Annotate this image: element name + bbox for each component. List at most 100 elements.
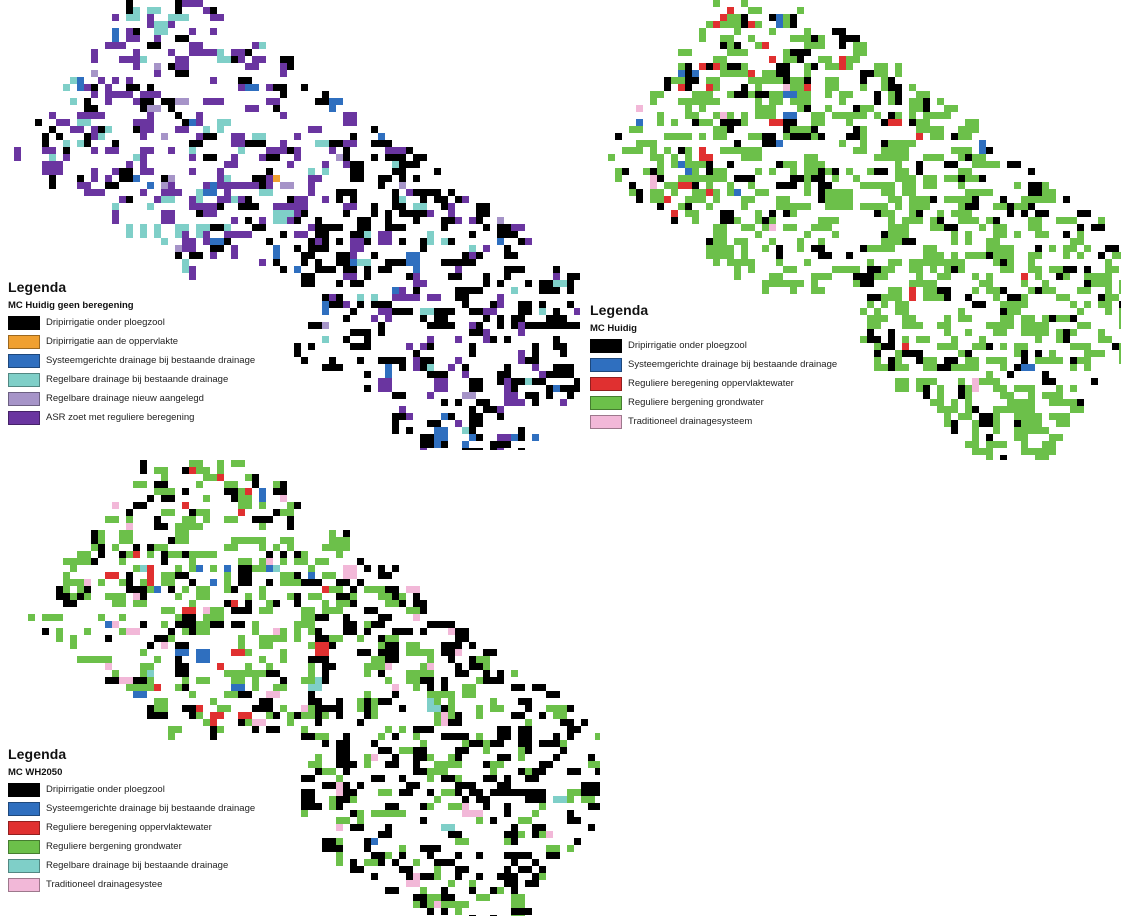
map-cell xyxy=(343,530,350,537)
map-cell xyxy=(273,544,280,551)
map-cell xyxy=(930,266,937,273)
map-cell xyxy=(238,488,245,495)
map-cell xyxy=(881,182,895,196)
map-cell xyxy=(916,119,930,126)
legend-title: Legenda xyxy=(590,302,649,318)
map-cell xyxy=(140,91,147,98)
map-cell xyxy=(63,558,77,565)
map-cell xyxy=(196,586,210,600)
map-cell xyxy=(301,614,315,628)
legend-swatch xyxy=(8,877,40,892)
map-cell xyxy=(490,301,497,308)
map-cell xyxy=(371,705,378,712)
map-cell xyxy=(63,147,70,154)
legend-swatch xyxy=(8,315,40,330)
map-cell xyxy=(322,322,329,329)
map-cell xyxy=(273,259,280,266)
map-cell xyxy=(266,238,273,245)
map-cell xyxy=(238,635,245,649)
map-cell xyxy=(1000,196,1007,203)
map-cell xyxy=(259,175,266,189)
map-cell xyxy=(406,413,413,420)
map-cell xyxy=(532,824,546,831)
map-cell xyxy=(182,14,189,21)
map-cell xyxy=(511,824,518,838)
map-cell xyxy=(91,84,98,91)
legend-item: Reguliere beregening oppervlaktewater xyxy=(8,820,255,835)
map-cell xyxy=(567,817,581,824)
map-cell xyxy=(804,77,811,84)
map-cell xyxy=(350,133,357,140)
map-cell xyxy=(224,691,238,698)
map-cell xyxy=(441,308,448,315)
map-cell xyxy=(364,621,371,628)
map-cell xyxy=(364,231,371,238)
map-cell xyxy=(846,252,853,259)
map-cell xyxy=(469,308,483,315)
map-cell xyxy=(769,168,776,175)
map-cell xyxy=(357,817,364,824)
map-cell xyxy=(364,663,371,670)
map-cell xyxy=(783,112,797,119)
map-cell xyxy=(455,628,469,635)
map-cell xyxy=(182,259,189,273)
legend-item: Dripirrigatie onder ploegzool xyxy=(8,782,255,797)
map-cell xyxy=(266,691,280,698)
map-cell xyxy=(567,845,574,852)
legend-mc-huidig: Legenda MC Huidig Dripirrigatie onder pl… xyxy=(590,302,837,429)
legend-item: Dripirrigatie onder ploegzool xyxy=(590,338,837,353)
map-cell xyxy=(511,789,525,796)
map-cell xyxy=(671,210,678,217)
map-cell xyxy=(336,600,350,607)
map-cell xyxy=(434,371,448,378)
legend-label: Systeemgerichte drainage bij bestaande d… xyxy=(46,803,256,814)
map-cell xyxy=(678,203,685,210)
map-cell xyxy=(210,551,217,558)
map-cell xyxy=(364,607,378,614)
map-cell xyxy=(1014,182,1021,189)
map-cell xyxy=(874,182,881,189)
map-cell xyxy=(378,301,392,308)
map-cell xyxy=(657,154,664,161)
map-cell xyxy=(769,273,783,280)
map-cell xyxy=(881,266,888,280)
map-cell xyxy=(259,635,273,649)
map-cell xyxy=(119,600,126,607)
map-cell xyxy=(839,140,846,147)
map-cell xyxy=(643,168,650,175)
map-cell xyxy=(203,98,217,105)
map-cell xyxy=(860,203,867,210)
map-cell xyxy=(427,343,434,350)
map-cell xyxy=(441,621,455,628)
map-cell xyxy=(804,70,811,77)
map-cell xyxy=(147,586,154,593)
map-cell xyxy=(126,509,133,516)
map-cell xyxy=(1035,210,1049,217)
map-cell xyxy=(762,245,769,252)
map-cell xyxy=(70,635,77,642)
map-cell xyxy=(979,140,986,154)
map-cell xyxy=(692,161,706,168)
map-cell xyxy=(588,803,595,810)
map-cell xyxy=(741,203,748,210)
map-cell xyxy=(98,77,105,84)
map-cell xyxy=(133,600,147,607)
map-cell xyxy=(42,161,49,168)
map-cell xyxy=(245,84,259,91)
map-cell xyxy=(329,357,336,364)
map-cell xyxy=(126,196,133,203)
map-cell xyxy=(238,607,252,614)
map-cell xyxy=(196,481,203,488)
map-cell xyxy=(762,189,769,196)
map-cell xyxy=(189,0,203,7)
map-cell xyxy=(182,684,189,691)
map-cell xyxy=(357,259,371,266)
map-cell xyxy=(1119,287,1121,294)
map-cell xyxy=(161,572,175,586)
legend-label: Regelbare drainage bij bestaande drainag… xyxy=(46,374,229,385)
map-cell xyxy=(469,245,476,252)
map-cell xyxy=(371,712,378,719)
map-cell xyxy=(336,775,343,782)
map-cell xyxy=(224,544,238,551)
map-cell xyxy=(1063,266,1077,273)
